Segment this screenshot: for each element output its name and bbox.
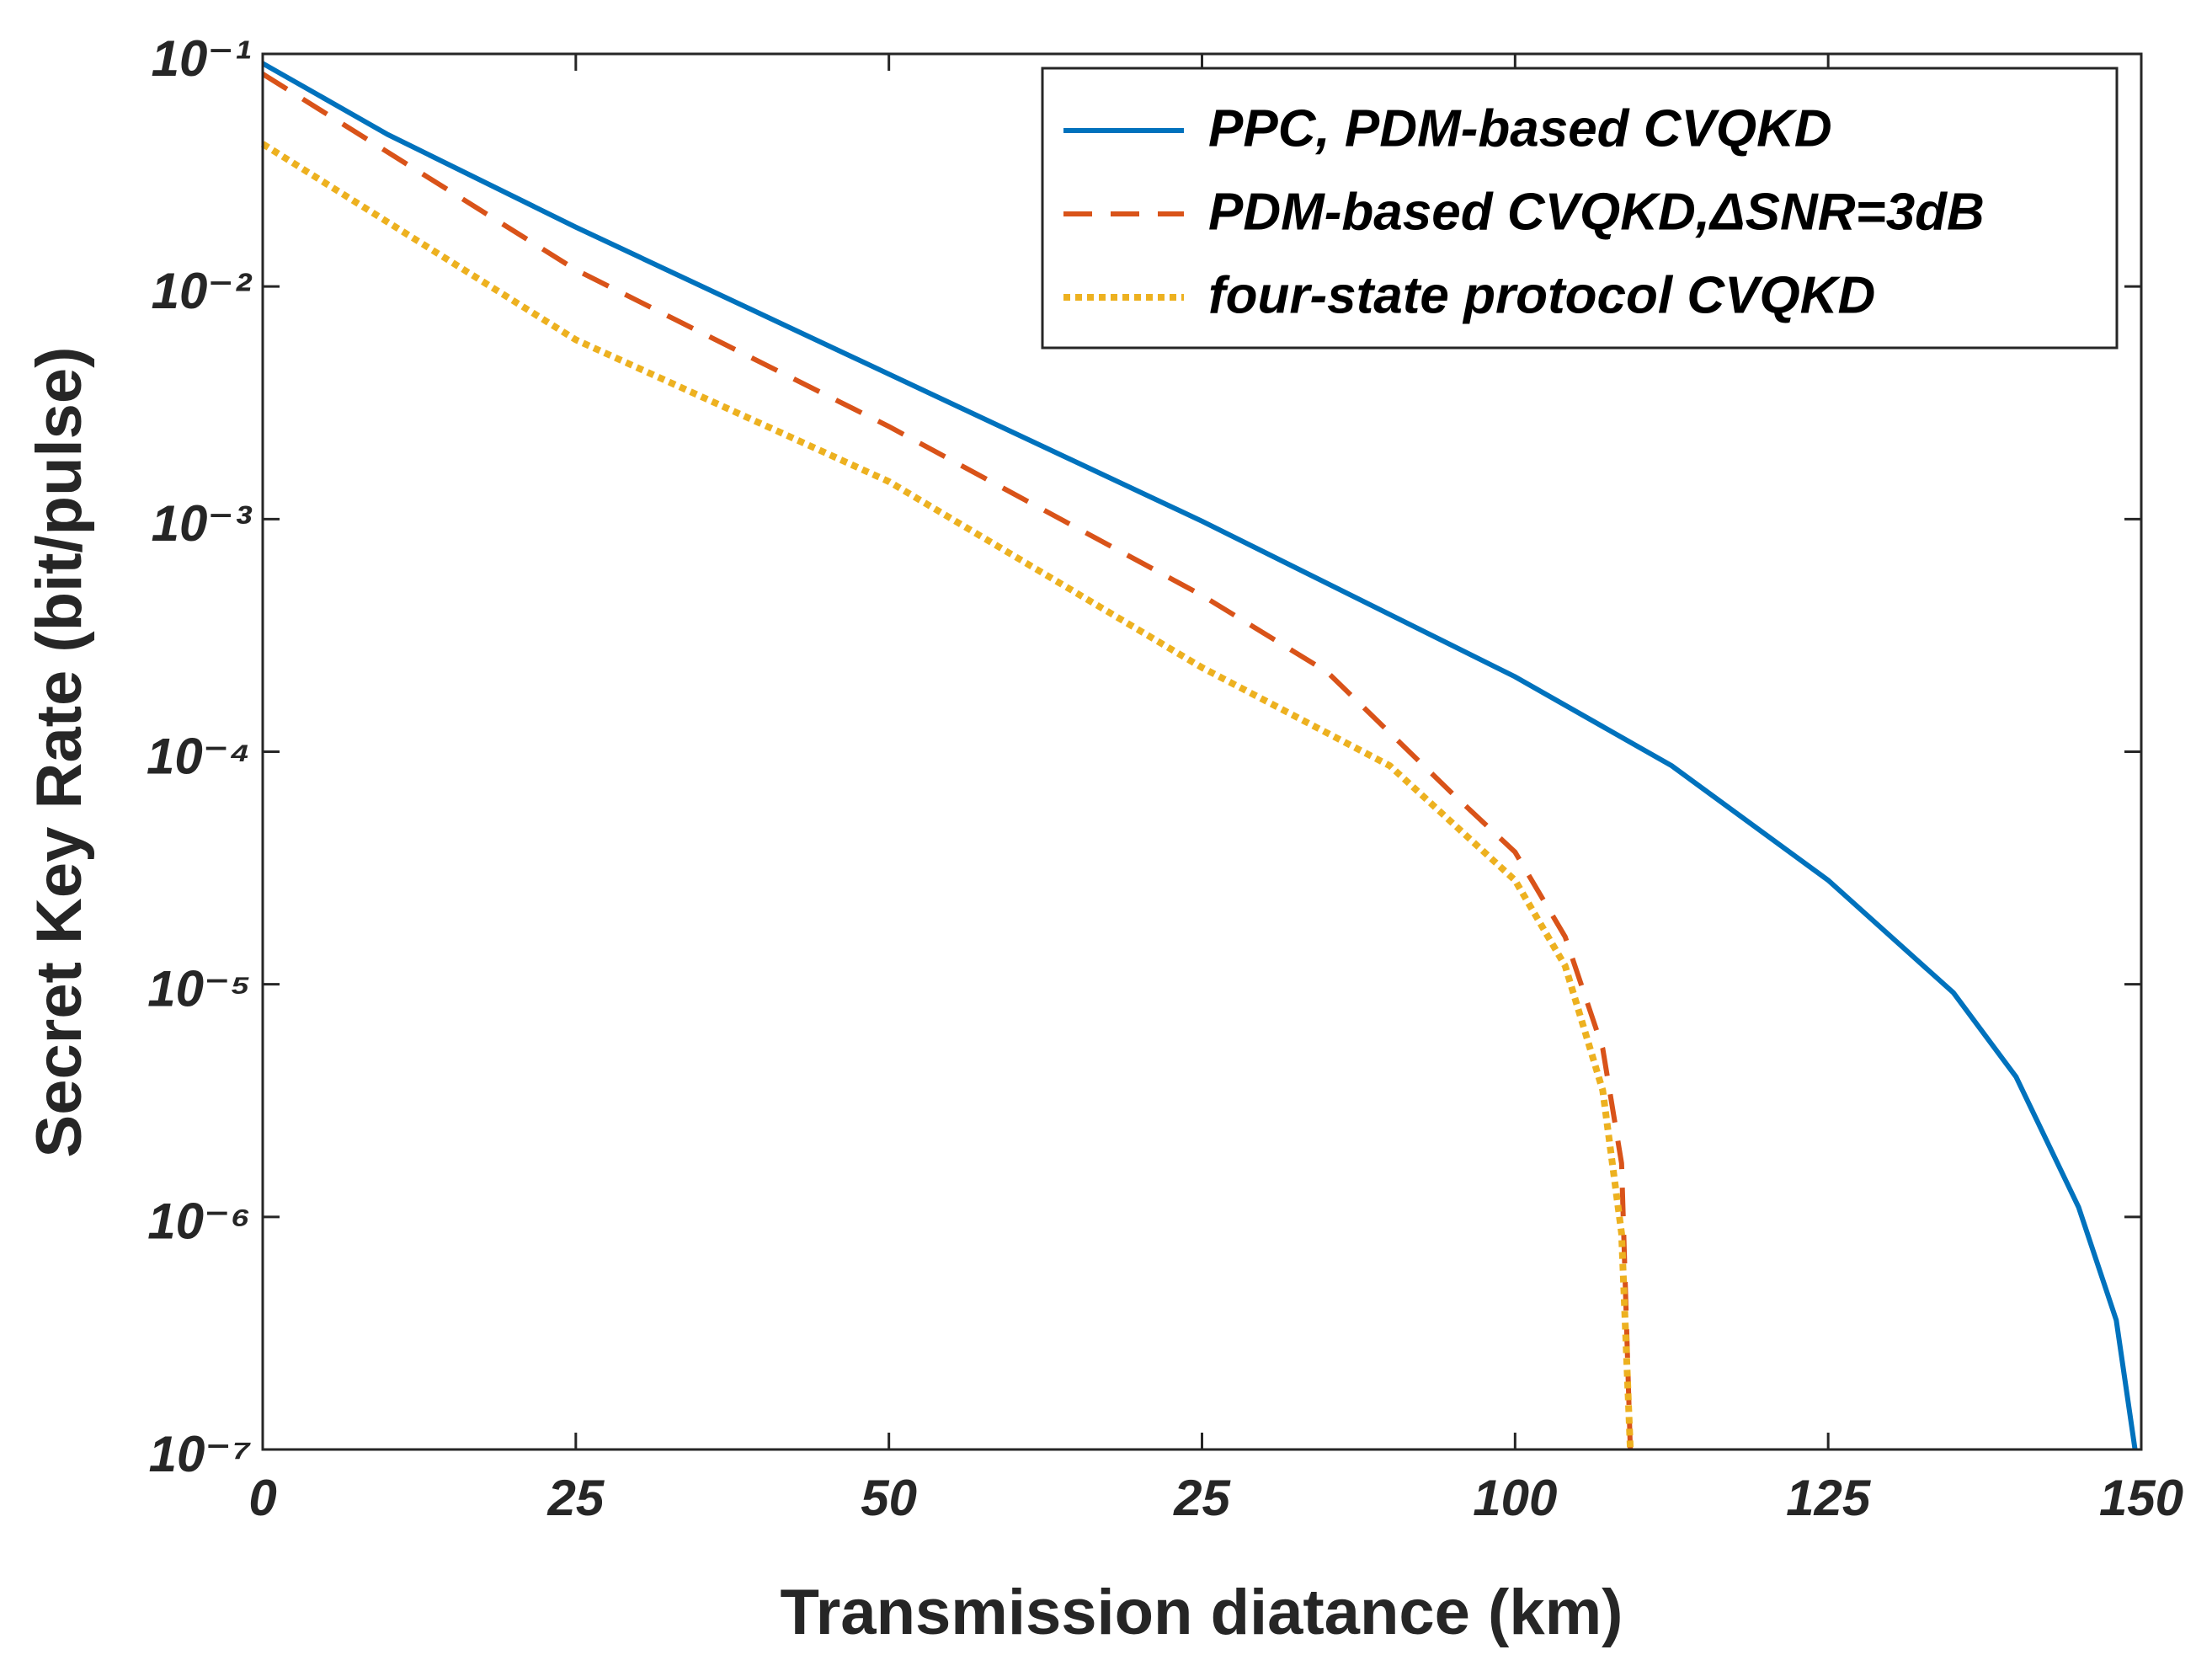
legend-label: four-state protocol CVQKD: [1208, 266, 1875, 324]
x-tick-label: 0: [248, 1470, 276, 1526]
y-tick-label: 10⁻⁵: [147, 961, 251, 1017]
legend-label: PPC, PDM-based CVQKD: [1208, 99, 1832, 157]
y-tick-label: 10⁻⁶: [147, 1193, 251, 1250]
axes-box: [261, 52, 2143, 1451]
x-tick-label: 25: [1173, 1470, 1231, 1526]
x-tick-label: 25: [546, 1470, 605, 1526]
x-tick-label: 150: [2099, 1470, 2183, 1526]
x-tick-label: 50: [861, 1470, 917, 1526]
y-axis-label: Secret Key Rate (bit/pulse): [24, 347, 95, 1158]
x-tick-label: 125: [1786, 1470, 1872, 1526]
y-tick-label: 10⁻³: [152, 495, 253, 552]
legend-box: [1041, 67, 2119, 350]
legend-label: PDM-based CVQKD,ΔSNR=3dB: [1208, 183, 1985, 241]
y-tick-label: 10⁻⁴: [147, 728, 251, 784]
y-tick-label: 10⁻²: [152, 263, 253, 319]
x-tick-label: 100: [1473, 1470, 1557, 1526]
x-axis-label: Transmission diatance (km): [781, 1577, 1623, 1648]
series-line: [260, 141, 1634, 1450]
series-line: [261, 61, 2138, 1450]
y-tick-label: 10⁻⁷: [149, 1426, 251, 1482]
y-tick-label: 10⁻¹: [152, 30, 251, 87]
